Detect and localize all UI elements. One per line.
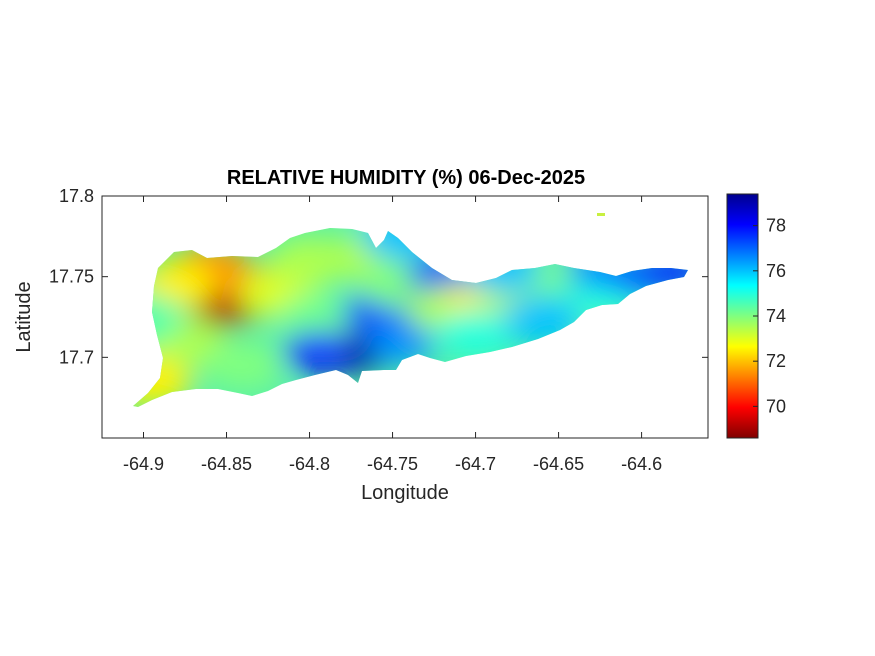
islet — [597, 213, 605, 216]
x-axis-ticks: -64.9 -64.85 -64.8 -64.75 -64.7 -64.65 -64.6 — [123, 196, 662, 474]
x-tick-label: -64.9 — [123, 454, 164, 474]
y-tick-label: 17.75 — [49, 267, 94, 287]
x-axis-label: Longitude — [361, 482, 449, 504]
colorbar-tick-label: 74 — [766, 306, 786, 326]
humidity-field — [133, 228, 688, 407]
field-sample — [277, 293, 358, 341]
colorbar-tick-label: 72 — [766, 351, 786, 371]
colorbar-tick-label: 76 — [766, 261, 786, 281]
x-tick-label: -64.6 — [621, 454, 662, 474]
field-blobs — [133, 228, 688, 406]
x-tick-label: -64.75 — [367, 454, 418, 474]
colorbar — [726, 193, 759, 439]
field-sample — [283, 332, 352, 373]
colorbar-tick-label: 70 — [766, 396, 786, 416]
field-sample — [435, 309, 516, 358]
field-sample — [269, 236, 350, 285]
x-tick-label: -64.7 — [455, 454, 496, 474]
x-tick-label: -64.85 — [201, 454, 252, 474]
y-axis-label: Latitude — [13, 281, 35, 352]
chart-title: RELATIVE HUMIDITY (%) 06-Dec-2025 — [227, 167, 585, 189]
y-tick-label: 17.7 — [59, 347, 94, 367]
y-tick-label: 17.8 — [59, 186, 94, 206]
y-axis-ticks: 17.7 17.75 17.8 — [49, 186, 708, 367]
colorbar-ticks: 70 72 74 76 78 — [753, 216, 786, 416]
x-tick-label: -64.8 — [289, 454, 330, 474]
field-sample — [203, 341, 284, 390]
colorbar-tick-label: 78 — [766, 216, 786, 236]
x-tick-label: -64.65 — [533, 454, 584, 474]
